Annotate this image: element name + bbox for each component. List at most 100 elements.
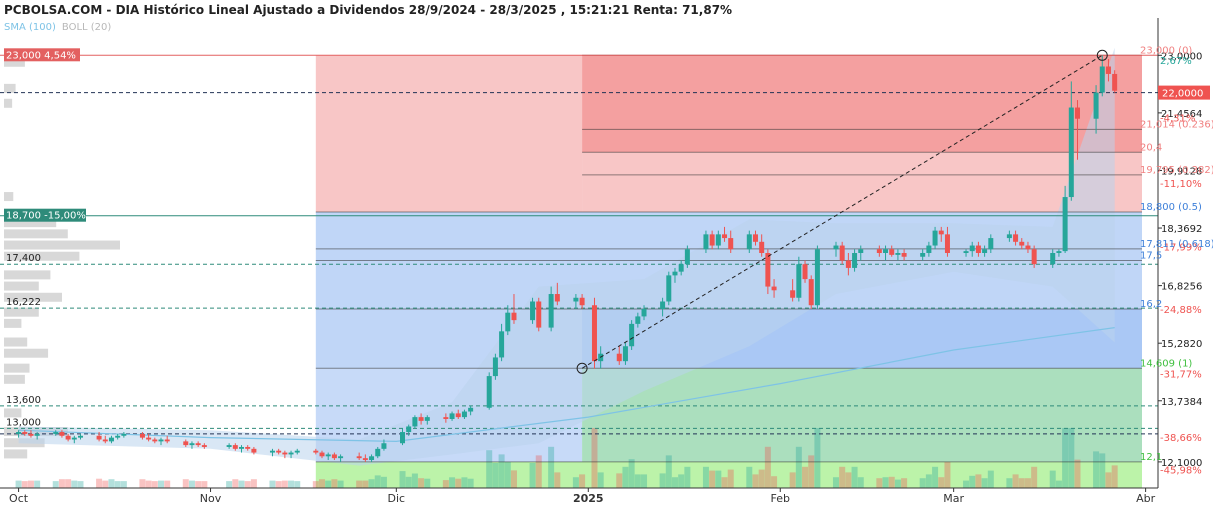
candle-body [195, 443, 201, 446]
volume-bar [399, 471, 406, 488]
sma-polyline [18, 327, 1115, 443]
volume-bar [1105, 472, 1112, 488]
candle-body [703, 234, 709, 250]
candle-body [511, 312, 517, 321]
volume-bar [622, 466, 629, 488]
fib-level-label: 14,609 (1) [1140, 358, 1192, 369]
fib-zone-lime [315, 461, 1142, 488]
candle-body [1006, 234, 1012, 239]
candle-body [164, 439, 170, 442]
volume-bar [671, 477, 678, 488]
candle-body [666, 275, 672, 302]
volume-bar [120, 481, 127, 488]
volume-profile-bar [4, 449, 28, 459]
volume-bar [331, 479, 338, 488]
candle-body [814, 249, 820, 306]
volume-profile-bar [4, 192, 14, 202]
candle-body [16, 432, 22, 434]
candle-body [746, 234, 752, 250]
sma-indicator-label[interactable]: SMA (100) [4, 22, 56, 33]
bollinger-band [18, 47, 1115, 466]
candle-body [108, 437, 114, 442]
volume-bar [151, 481, 158, 488]
candle-body [461, 411, 467, 418]
volume-bar [795, 446, 802, 488]
candle-body [1074, 107, 1080, 119]
fibonacci-trendline[interactable] [576, 49, 1108, 374]
candle-body [362, 458, 368, 461]
volume-profile-bar [4, 98, 13, 108]
volume-bar [337, 480, 344, 488]
candle-body [121, 433, 127, 436]
y-tick-label: 21,4564 [1161, 109, 1202, 120]
volume-bar [21, 481, 28, 488]
volume-bar [641, 474, 648, 488]
candle-body [53, 432, 59, 434]
y-tick-label: 12,1000 [1161, 458, 1202, 469]
volume-bar [839, 466, 846, 488]
candle-body [530, 301, 536, 321]
candle-body [356, 456, 362, 459]
candle-body [629, 323, 635, 347]
volume-bar [374, 475, 381, 488]
current-price-label: 22,0000 [1162, 89, 1203, 100]
fib-trend-line [581, 54, 1103, 369]
volume-bar [424, 478, 431, 488]
volume-bar [535, 455, 542, 488]
candle-body [1099, 66, 1105, 93]
volume-bar [659, 473, 666, 488]
fib-level-label: 23,000 (0) [1140, 45, 1192, 56]
volume-bar [802, 466, 809, 488]
volume-bar [808, 455, 815, 488]
volume-bar [938, 477, 945, 488]
volume-bar [356, 480, 363, 488]
candle-body [468, 407, 474, 412]
candle-body [833, 245, 839, 250]
volume-bar [758, 469, 765, 488]
candle-body [319, 452, 325, 457]
candle-body [1056, 251, 1062, 253]
volume-bar [380, 476, 387, 488]
percent-label: -45,98% [1160, 465, 1202, 476]
volume-bar [715, 470, 722, 488]
candle-body [226, 445, 232, 447]
candle-body [660, 301, 666, 309]
x-tick-label: 2025 [573, 492, 604, 505]
candle-body [839, 245, 845, 261]
volume-bar [114, 481, 121, 488]
volume-bar [1093, 451, 1100, 488]
volume-bar [1049, 470, 1056, 488]
x-tick-label: Nov [200, 492, 222, 505]
percent-label: 2,67% [1160, 56, 1192, 67]
volume-bar [1111, 465, 1118, 488]
candle-body [622, 346, 628, 362]
candle-body [158, 439, 164, 442]
volume-profile-bar [4, 270, 51, 280]
fib-level-label: 21,014 (0.236) [1140, 119, 1213, 130]
candle-body [34, 433, 40, 436]
volume-profile-bar [4, 307, 39, 317]
bollinger-indicator-label[interactable]: BOLL (20) [61, 22, 112, 33]
candle-body [406, 426, 412, 433]
fib-level-label: 16,2 [1140, 299, 1162, 310]
volume-bar [15, 480, 22, 488]
volume-bar [554, 472, 561, 488]
volume-bar [882, 477, 889, 488]
fib-zone-green [582, 368, 1142, 462]
y-tick-label: 13,7384 [1161, 397, 1202, 408]
candle-body [1062, 197, 1068, 252]
candle-body [239, 446, 245, 449]
candle-body [889, 249, 895, 255]
volume-bar [158, 480, 165, 488]
candle-body [722, 234, 728, 239]
percent-label: -11,10% [1160, 179, 1202, 190]
volume-bar [857, 477, 864, 488]
candle-body [455, 413, 461, 418]
fib-zone-red-light [582, 152, 1142, 212]
candle-body [765, 253, 771, 287]
candle-body [245, 446, 251, 449]
volume-bar [510, 470, 517, 488]
candle-body [982, 249, 988, 253]
volume-bar [281, 480, 288, 488]
